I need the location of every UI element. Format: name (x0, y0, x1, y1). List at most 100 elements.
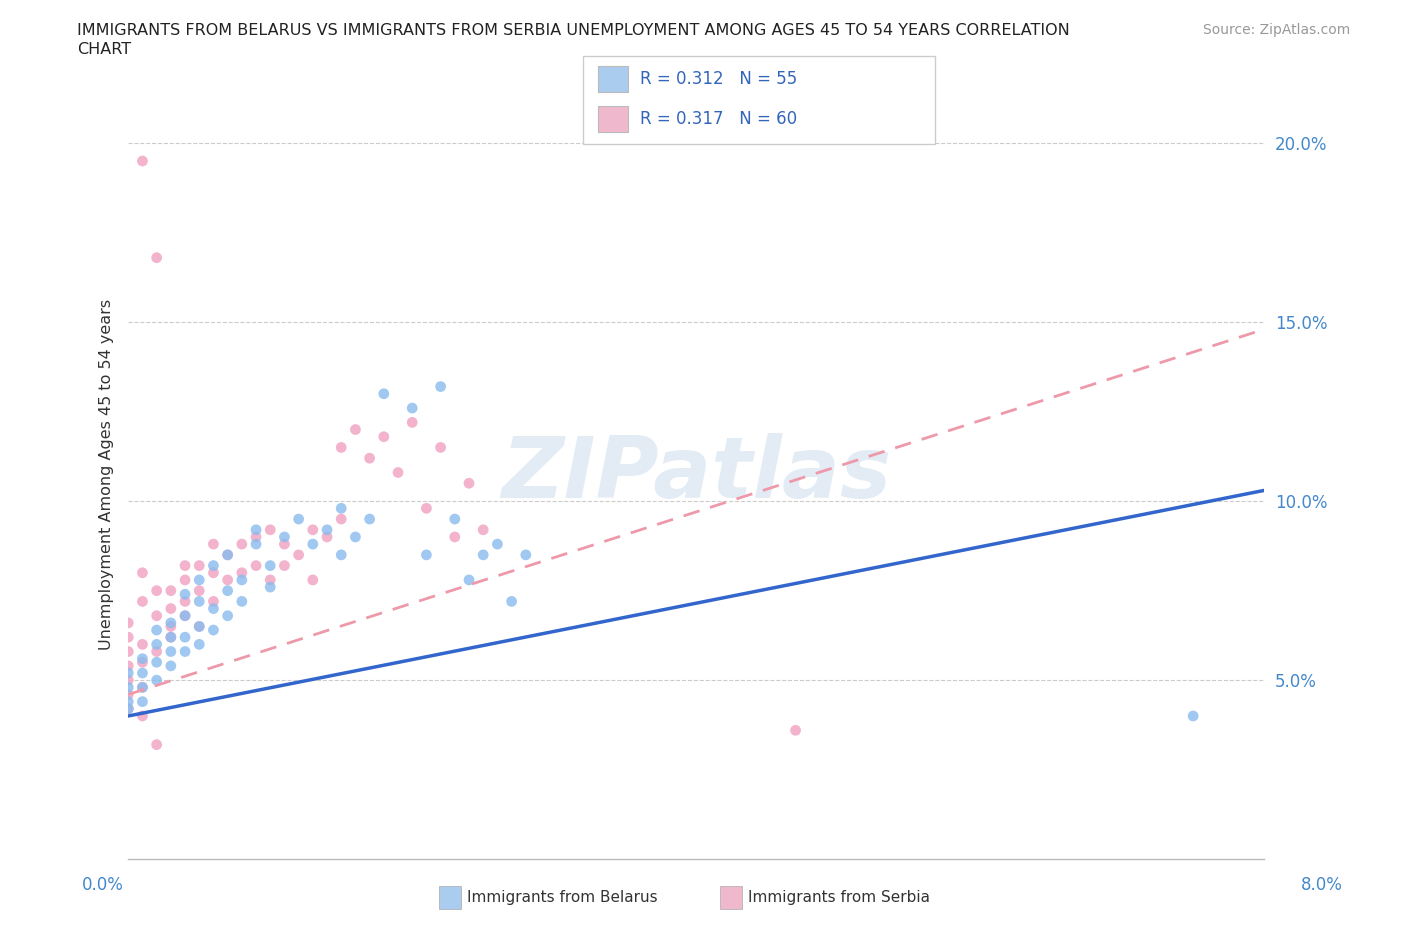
Point (217, 608, 239, 623)
Point (273, 537, 295, 551)
Point (486, 537, 509, 551)
Point (202, 594, 225, 609)
Point (145, 737, 167, 752)
Point (245, 558, 267, 573)
Point (429, 440, 451, 455)
Point (359, 451, 381, 466)
Point (415, 501, 437, 516)
Point (188, 558, 211, 573)
Point (117, 687, 139, 702)
Point (131, 680, 153, 695)
Point (458, 573, 481, 588)
Point (273, 558, 295, 573)
Text: CHART: CHART (77, 42, 131, 57)
Point (373, 430, 395, 445)
Point (217, 583, 239, 598)
Point (330, 440, 353, 455)
Point (117, 616, 139, 631)
Point (117, 680, 139, 695)
Point (287, 512, 309, 526)
Point (217, 548, 239, 563)
Point (259, 573, 281, 588)
Point (131, 694, 153, 709)
Point (287, 548, 309, 563)
Point (117, 672, 139, 687)
Point (188, 619, 211, 634)
Point (202, 558, 225, 573)
Text: Source: ZipAtlas.com: Source: ZipAtlas.com (1202, 23, 1350, 37)
Point (174, 594, 197, 609)
Point (415, 548, 437, 563)
Point (429, 379, 451, 394)
Point (231, 565, 253, 580)
Point (117, 701, 139, 716)
Point (174, 644, 197, 659)
Point (145, 583, 167, 598)
Point (359, 512, 381, 526)
Point (387, 465, 409, 480)
Point (131, 565, 153, 580)
Point (131, 637, 153, 652)
Point (785, 723, 807, 737)
Point (145, 655, 167, 670)
Point (160, 601, 183, 616)
Point (301, 523, 323, 538)
Point (188, 594, 211, 609)
Text: IMMIGRANTS FROM BELARUS VS IMMIGRANTS FROM SERBIA UNEMPLOYMENT AMONG AGES 45 TO : IMMIGRANTS FROM BELARUS VS IMMIGRANTS FR… (77, 23, 1070, 38)
Point (344, 422, 367, 437)
Point (131, 709, 153, 724)
Point (188, 573, 211, 588)
Point (301, 537, 323, 551)
Point (117, 658, 139, 673)
Point (188, 619, 211, 634)
Point (231, 573, 253, 588)
Point (174, 608, 197, 623)
Point (131, 651, 153, 666)
Point (1182, 709, 1205, 724)
Point (145, 608, 167, 623)
Point (131, 655, 153, 670)
Text: Immigrants from Serbia: Immigrants from Serbia (748, 890, 929, 905)
Point (231, 537, 253, 551)
Point (117, 694, 139, 709)
Point (174, 573, 197, 588)
Point (145, 622, 167, 637)
Point (131, 666, 153, 681)
Point (401, 415, 423, 430)
Text: 0.0%: 0.0% (82, 876, 124, 895)
Point (259, 558, 281, 573)
Point (443, 512, 465, 526)
Point (301, 573, 323, 588)
Point (117, 666, 139, 681)
Point (160, 630, 183, 644)
Point (160, 644, 183, 659)
Point (202, 622, 225, 637)
Point (316, 523, 339, 538)
Point (273, 529, 295, 544)
Point (217, 548, 239, 563)
Point (174, 630, 197, 644)
Point (160, 583, 183, 598)
Point (160, 616, 183, 631)
Point (117, 630, 139, 644)
Point (160, 630, 183, 644)
Point (245, 523, 267, 538)
Point (330, 512, 353, 526)
Point (373, 386, 395, 401)
Point (217, 573, 239, 588)
Point (117, 701, 139, 716)
Point (188, 637, 211, 652)
Point (174, 558, 197, 573)
Point (131, 153, 153, 168)
Point (174, 608, 197, 623)
Point (245, 537, 267, 551)
Point (259, 579, 281, 594)
Text: Immigrants from Belarus: Immigrants from Belarus (467, 890, 658, 905)
Text: ZIPatlas: ZIPatlas (501, 432, 891, 516)
Point (145, 644, 167, 659)
Point (472, 548, 495, 563)
Point (330, 548, 353, 563)
Point (472, 523, 495, 538)
Point (145, 672, 167, 687)
Point (259, 523, 281, 538)
